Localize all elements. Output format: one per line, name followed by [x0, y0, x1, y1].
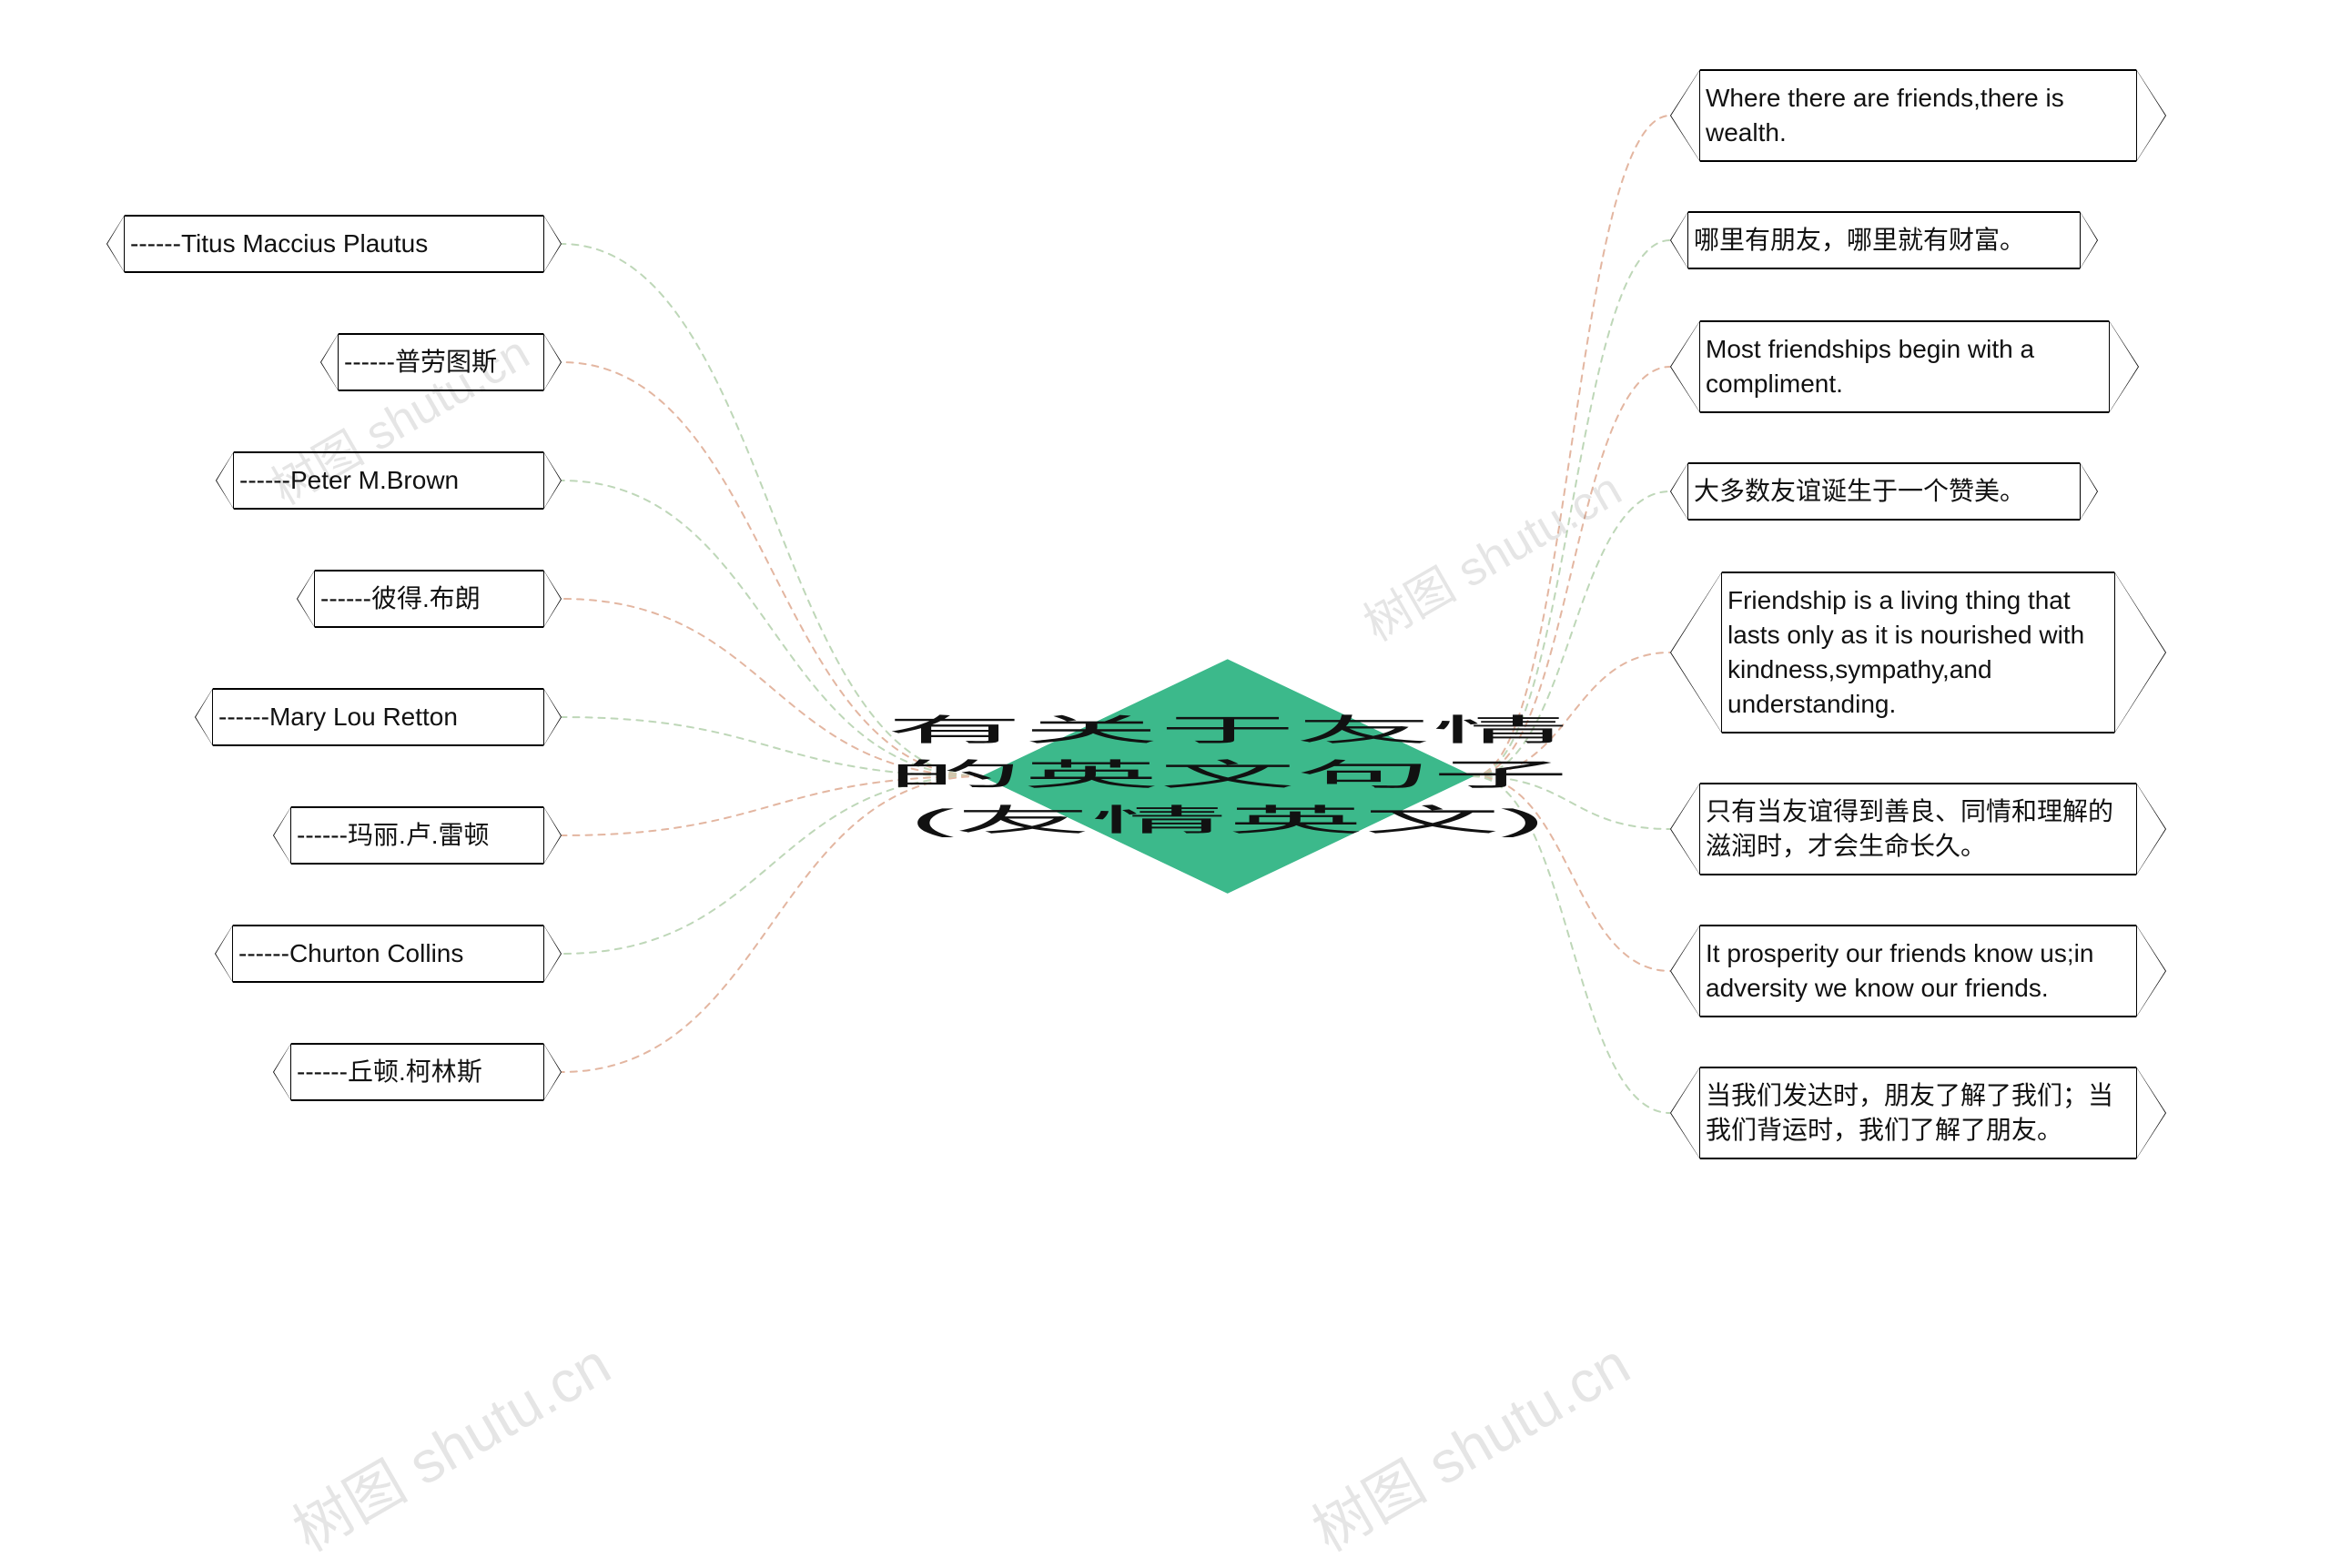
right-node-label: 哪里有朋友，哪里就有财富。	[1694, 223, 2074, 258]
right-node[interactable]: Most friendships begin with a compliment…	[1670, 320, 2139, 413]
right-node[interactable]: It prosperity our friends know us;in adv…	[1670, 925, 2166, 1017]
right-node-label: 只有当友谊得到善良、同情和理解的滋润时，才会生命长久。	[1706, 794, 2131, 864]
watermark: 树图 shutu.cn	[276, 1319, 623, 1568]
left-node-label: ------Churton Collins	[238, 936, 538, 971]
left-node-label: ------丘顿.柯林斯	[297, 1055, 538, 1089]
center-topic-label: 有关于友情的英文句子(友情英文)	[870, 709, 1584, 844]
right-node[interactable]: Where there are friends,there is wealth.	[1670, 69, 2166, 162]
left-node[interactable]: ------Peter M.Brown	[216, 451, 562, 510]
left-node[interactable]: ------Mary Lou Retton	[195, 688, 562, 746]
left-node[interactable]: ------玛丽.卢.雷顿	[273, 806, 562, 865]
connector	[562, 244, 981, 776]
left-node-label: ------普劳图斯	[344, 345, 538, 379]
left-node-label: ------彼得.布朗	[320, 582, 538, 616]
left-node[interactable]: ------Churton Collins	[215, 925, 562, 983]
watermark: 树图 shutu.cn	[1295, 1319, 1643, 1568]
left-node[interactable]: ------丘顿.柯林斯	[273, 1043, 562, 1101]
watermark: 树图 shutu.cn	[1349, 451, 1631, 653]
right-node-label: Where there are friends,there is wealth.	[1706, 81, 2131, 150]
left-node-label: ------玛丽.卢.雷顿	[297, 818, 538, 853]
right-node[interactable]: 当我们发达时，朋友了解了我们；当我们背运时，我们了解了朋友。	[1670, 1067, 2166, 1159]
right-node-label: 当我们发达时，朋友了解了我们；当我们背运时，我们了解了朋友。	[1706, 1078, 2131, 1148]
right-node-label: Most friendships begin with a compliment…	[1706, 332, 2103, 401]
right-node[interactable]: 哪里有朋友，哪里就有财富。	[1670, 211, 2098, 269]
right-node[interactable]: 只有当友谊得到善良、同情和理解的滋润时，才会生命长久。	[1670, 783, 2166, 875]
left-node-label: ------Titus Maccius Plautus	[130, 227, 538, 261]
right-node-label: Friendship is a living thing that lasts …	[1727, 583, 2109, 721]
left-node[interactable]: ------普劳图斯	[320, 333, 562, 391]
right-node-label: It prosperity our friends know us;in adv…	[1706, 936, 2131, 1006]
left-node-label: ------Peter M.Brown	[239, 463, 538, 498]
left-node-label: ------Mary Lou Retton	[218, 700, 538, 734]
right-node[interactable]: 大多数友谊诞生于一个赞美。	[1670, 462, 2098, 521]
mindmap-canvas: 有关于友情的英文句子(友情英文) ------Titus Maccius Plau…	[0, 0, 2330, 1541]
left-node[interactable]: ------彼得.布朗	[297, 570, 562, 628]
right-node-label: 大多数友谊诞生于一个赞美。	[1694, 474, 2074, 509]
left-node[interactable]: ------Titus Maccius Plautus	[106, 215, 562, 273]
right-node[interactable]: Friendship is a living thing that lasts …	[1670, 572, 2166, 733]
